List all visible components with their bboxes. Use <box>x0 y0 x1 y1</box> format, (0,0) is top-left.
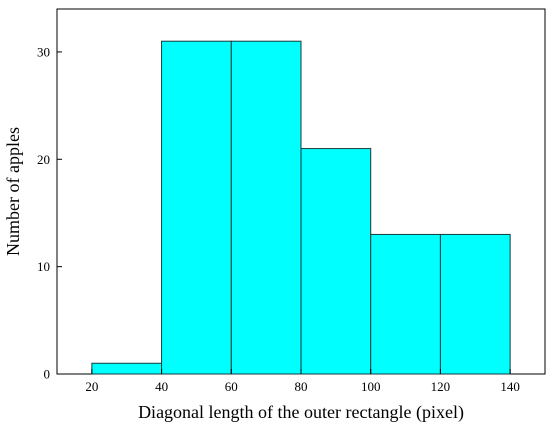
bars-group <box>91 40 511 375</box>
x-tick-label-4: 100 <box>361 379 381 394</box>
histogram-bar-3 <box>300 148 372 375</box>
x-tick-label-5: 120 <box>431 379 451 394</box>
y-tick-label-3: 30 <box>37 44 50 59</box>
histogram-bar-1 <box>161 40 232 375</box>
x-tick-label-2: 60 <box>225 379 238 394</box>
y-tick-label-1: 10 <box>37 259 50 274</box>
x-tick-label-1: 40 <box>155 379 168 394</box>
y-tick-label-0: 0 <box>44 367 51 382</box>
x-axis-ticks: 20 40 60 80 100 120 140 <box>85 369 520 394</box>
histogram-bar-5 <box>439 233 511 375</box>
histogram-bar-4 <box>370 233 441 375</box>
x-tick-label-3: 80 <box>295 379 308 394</box>
x-tick-label-6: 140 <box>500 379 520 394</box>
y-axis-ticks: 0 10 20 30 <box>37 44 62 382</box>
histogram-bar-2 <box>230 40 302 375</box>
x-tick-label-0: 20 <box>85 379 98 394</box>
histogram-bar-0 <box>91 362 163 375</box>
y-tick-label-2: 20 <box>37 152 50 167</box>
y-axis-title: Number of apples <box>3 127 23 256</box>
x-axis-title: Diagonal length of the outer rectangle (… <box>138 402 464 423</box>
